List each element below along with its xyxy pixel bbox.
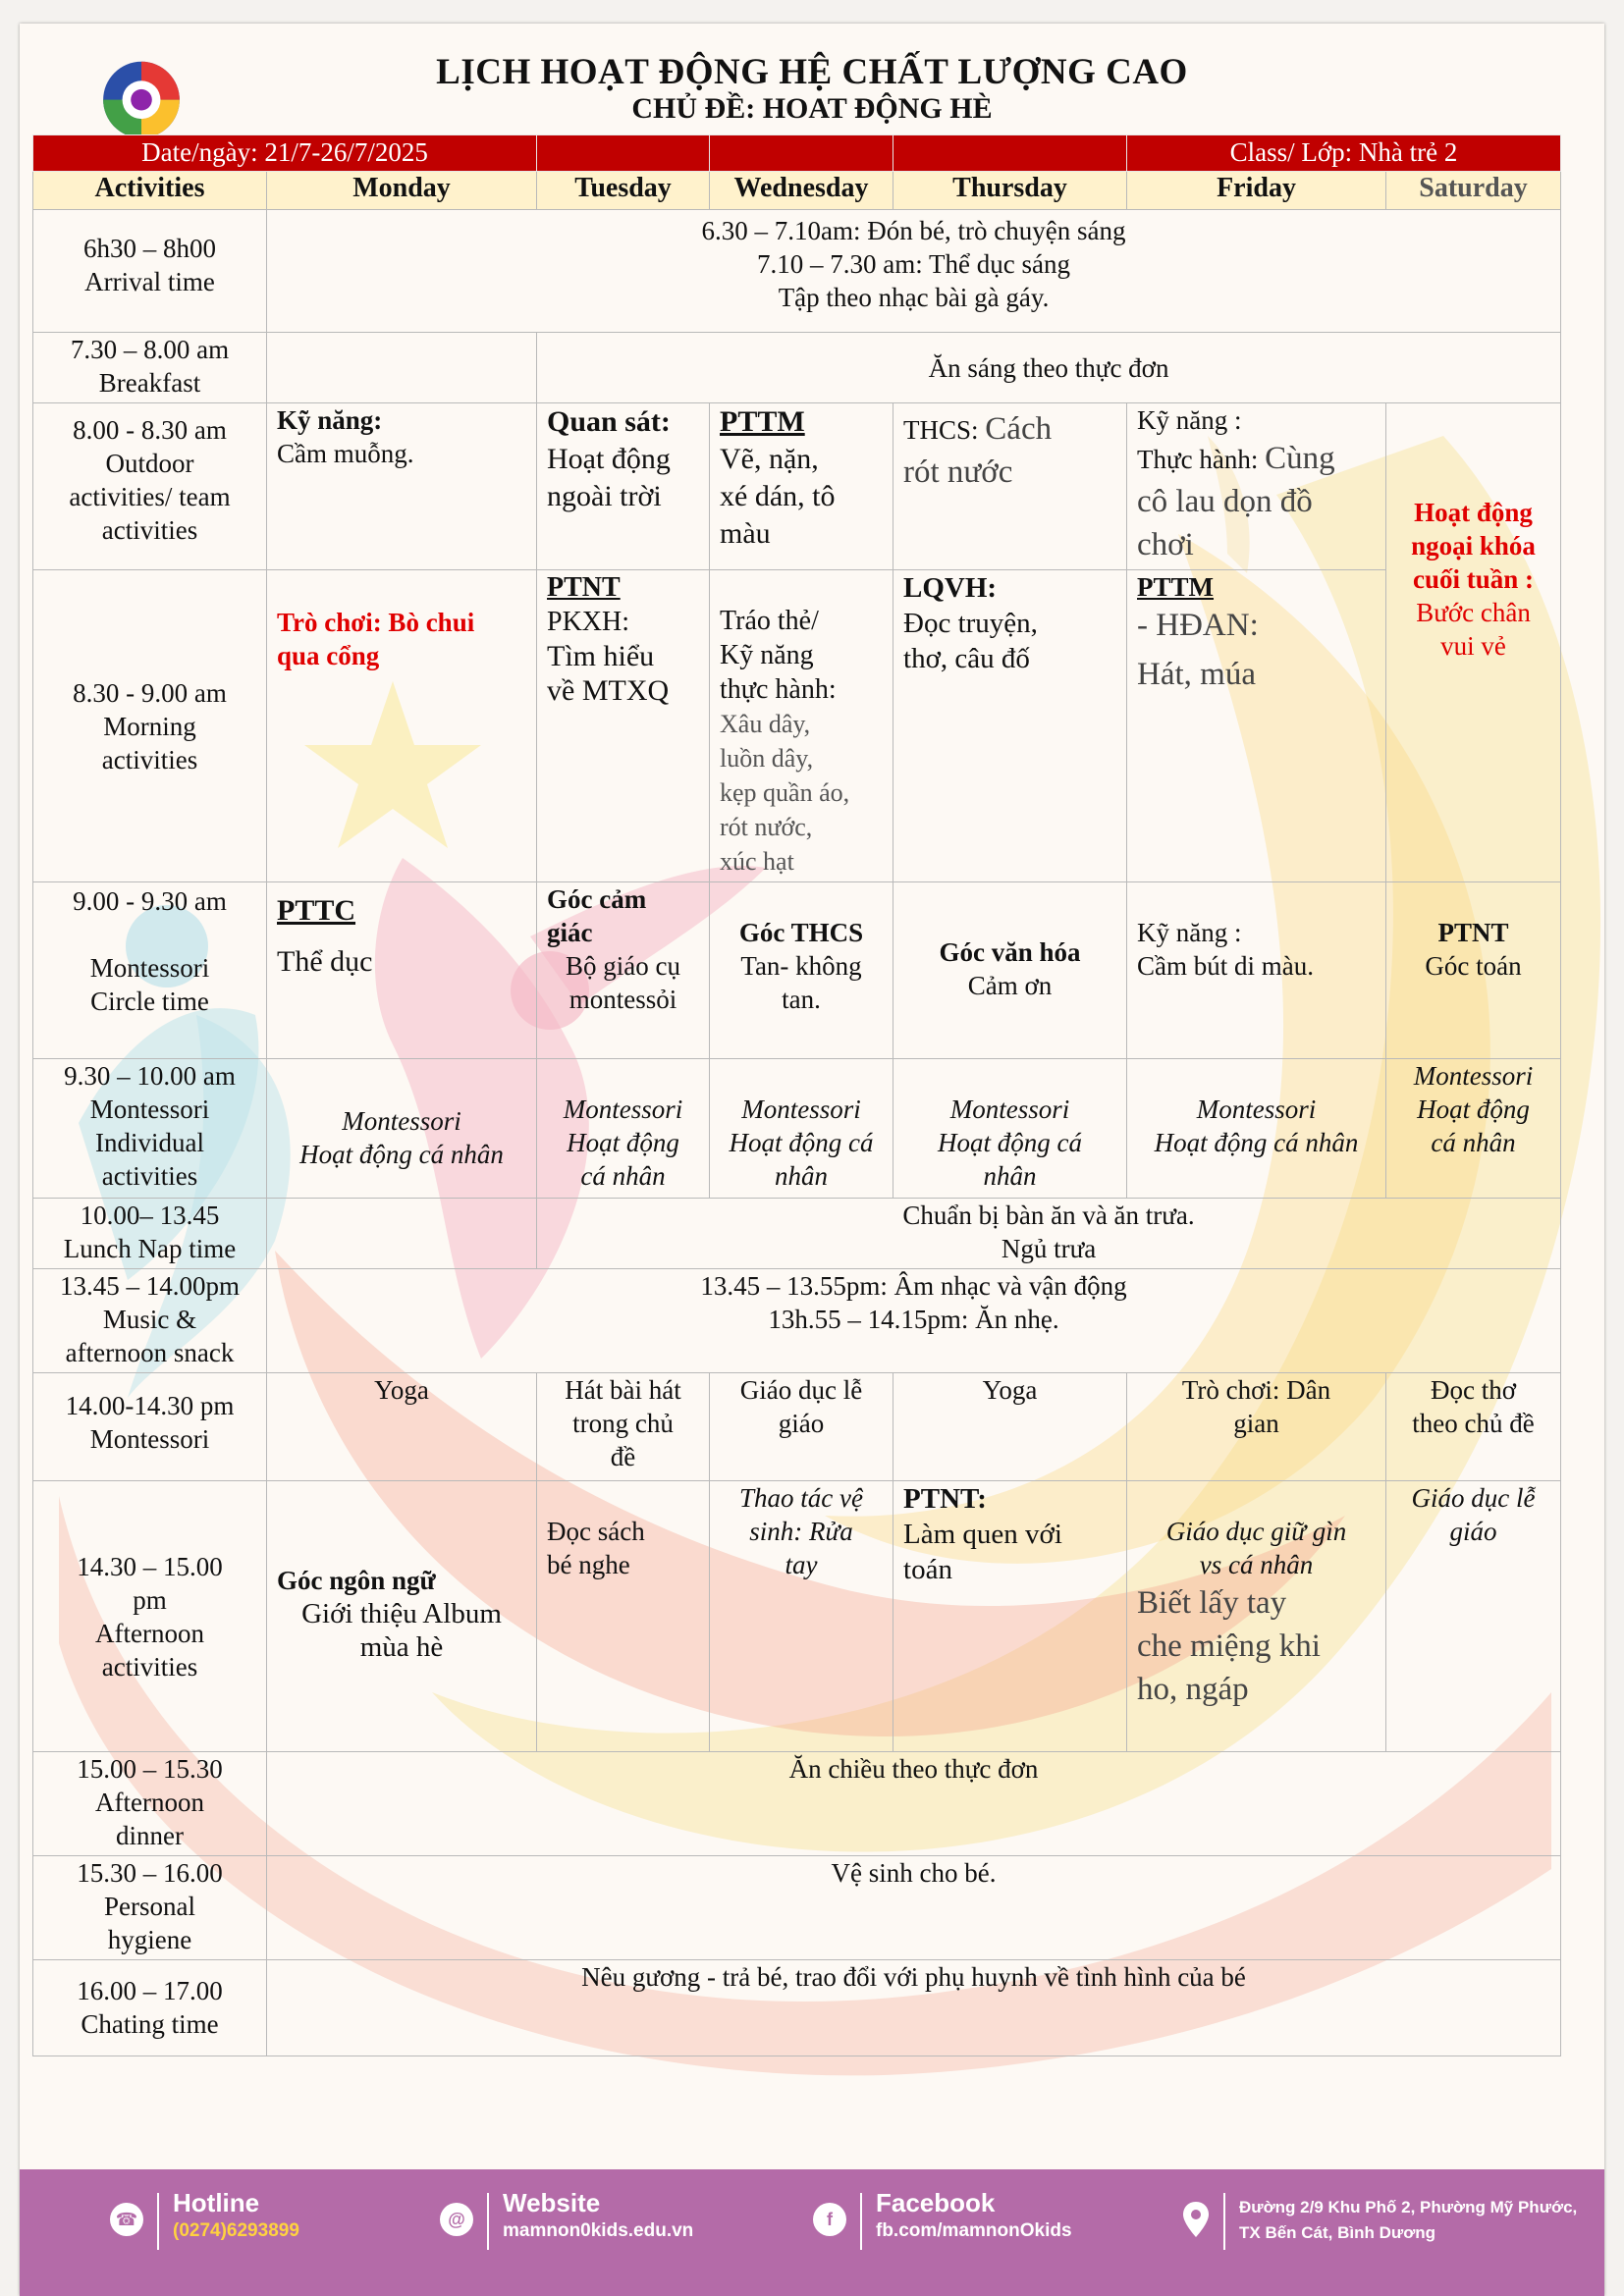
cell-sat: PTNT Góc toán	[1385, 881, 1562, 1059]
cell-tue: Montessori Hoạt động cá nhân	[536, 1058, 711, 1199]
cell-thu: Yoga	[893, 1372, 1128, 1481]
table-row: 9.30 – 10.00 am Montessori Individual ac…	[32, 1058, 1562, 1199]
cell-thu: PTNT: Làm quen với toán	[893, 1480, 1128, 1752]
footer-facebook: f Facebook fb.com/mamnonOkids	[813, 2187, 1072, 2250]
table-row: 8.00 - 8.30 am Outdoor activities/ team …	[32, 402, 1562, 882]
time-cell: 9.30 – 10.00 am Montessori Individual ac…	[32, 1058, 267, 1199]
time-cell: 6h30 – 8h00 Arrival time	[32, 209, 267, 333]
time-cell: 14.30 – 15.00 pm Afternoon activities	[32, 1480, 267, 1752]
cell-wed: Giáo dục lễ giáo	[709, 1372, 894, 1481]
cell-wed: Montessori Hoạt động cá nhân	[709, 1058, 894, 1199]
col-monday: Monday	[265, 171, 538, 210]
time-cell: 15.00 – 15.30 Afternoon dinner	[32, 1751, 267, 1856]
cell-mon: Kỹ năng: Cầm muỗng.	[265, 402, 538, 570]
time-cell: 7.30 – 8.00 am Breakfast	[32, 332, 267, 403]
cell-mon: Góc ngôn ngữ Giới thiệu Album mùa hè	[265, 1480, 538, 1752]
time-cell: 8.30 - 9.00 am Morning activities	[32, 569, 267, 882]
time-cell: 14.00-14.30 pm Montessori	[32, 1372, 267, 1481]
website-link[interactable]: mamnon0kids.edu.vn	[503, 2220, 694, 2241]
merged-cell: Chuẩn bị bàn ăn và ăn trưa. Ngủ trưa	[536, 1198, 1562, 1269]
col-activities: Activities	[32, 171, 267, 210]
time-cell: 8.00 - 8.30 am Outdoor activities/ team …	[32, 402, 267, 570]
table-row: 10.00– 13.45 Lunch Nap time Chuẩn bị bàn…	[32, 1198, 1562, 1269]
schedule-table: Date/ngày: 21/7-26/7/2025 Class/ Lớp: Nh…	[31, 134, 1562, 2056]
cell-tue: Quan sát: Hoạt động ngoài trời	[536, 402, 711, 570]
col-saturday: Saturday	[1385, 171, 1562, 210]
cell-wed: PTTM Vẽ, nặn, xé dán, tô màu	[709, 402, 894, 570]
cell-sat-weekend: Hoạt động ngoại khóa cuối tuần : Bước ch…	[1385, 402, 1562, 882]
time-cell: 16.00 – 17.00 Chating time	[32, 1959, 267, 2056]
table-row: 14.00-14.30 pm Montessori Yoga Hát bài h…	[32, 1372, 1562, 1481]
cell-thu: THCS: Cách rót nước	[893, 402, 1128, 570]
merged-cell: Nêu gương - trả bé, trao đổi với phụ huy…	[265, 1959, 1562, 2056]
merged-cell: Vệ sinh cho bé.	[265, 1855, 1562, 1960]
col-thursday: Thursday	[893, 171, 1128, 210]
cell-thu: Montessori Hoạt động cá nhân	[893, 1058, 1128, 1199]
page-title: LỊCH HOẠT ĐỘNG HỆ CHẤT LƯỢNG CAO	[436, 52, 1188, 92]
day-header-row: Activities Monday Tuesday Wednesday Thur…	[32, 171, 1562, 210]
cell-wed: Tráo thẻ/ Kỹ năng thực hành: Xâu dây, lu…	[709, 569, 894, 882]
cell-tue: Đọc sách bé nghe	[536, 1480, 711, 1752]
facebook-link[interactable]: fb.com/mamnonOkids	[876, 2220, 1072, 2241]
cell-fri: Giáo dục giữ gìn vs cá nhân Biết lấy tay…	[1126, 1480, 1387, 1752]
table-row: 8.30 - 9.00 am Morning activities Trò ch…	[32, 569, 1561, 882]
table-row: 14.30 – 15.00 pm Afternoon activities Gó…	[32, 1480, 1562, 1752]
table-row: 16.00 – 17.00 Chating time Nêu gương - t…	[32, 1959, 1562, 2056]
cell-fri: PTTM - HĐAN: Hát, múa	[1126, 569, 1387, 882]
cell-sat: Giáo dục lễ giáo	[1385, 1480, 1562, 1752]
cell-mon: Montessori Hoạt động cá nhân	[265, 1058, 538, 1199]
logo-icon	[103, 61, 180, 155]
cell-wed: Thao tác vệ sinh: Rửa tay	[709, 1480, 894, 1752]
table-header-bar: Date/ngày: 21/7-26/7/2025 Class/ Lớp: Nh…	[31, 134, 1562, 172]
cell-mon: Trò chơi: Bò chui qua cổng	[265, 569, 538, 882]
cell-thu: Góc văn hóa Cảm ơn	[893, 881, 1128, 1059]
cell-thu: LQVH: Đọc truyện, thơ, câu đố	[893, 569, 1128, 882]
footer-address: Đường 2/9 Khu Phố 2, Phường Mỹ Phước, TX…	[1182, 2187, 1577, 2250]
cell-tue: Góc cảm giác Bộ giáo cụ montessỏi	[536, 881, 711, 1059]
footer-website: @ Website mamnon0kids.edu.vn	[440, 2187, 693, 2250]
merged-cell: 13.45 – 13.55pm: Âm nhạc và vận động 13h…	[265, 1268, 1562, 1373]
merged-cell: Ăn chiều theo thực đơn	[265, 1751, 1562, 1856]
page-subtitle: CHỦ ĐỀ: HOAT ĐỘNG HÈ	[631, 92, 993, 125]
table-row: 15.30 – 16.00 Personal hygiene Vệ sinh c…	[32, 1855, 1562, 1960]
time-cell: 9.00 - 9.30 am Montessori Circle time	[32, 881, 267, 1059]
time-cell: 15.30 – 16.00 Personal hygiene	[32, 1855, 267, 1960]
table-row: 6h30 – 8h00 Arrival time 6.30 – 7.10am: …	[32, 209, 1562, 333]
cell-mon: PTTC Thể dục	[265, 881, 538, 1059]
location-pin-icon	[1182, 2201, 1210, 2243]
table-row: 7.30 – 8.00 am Breakfast Ăn sáng theo th…	[32, 332, 1562, 403]
cell-fri: Trò chơi: Dân gian	[1126, 1372, 1387, 1481]
class-label: Class/ Lớp: Nhà trẻ 2	[1126, 134, 1562, 172]
cell-mon: Yoga	[265, 1372, 538, 1481]
table-row: 15.00 – 15.30 Afternoon dinner Ăn chiều …	[32, 1751, 1562, 1856]
merged-cell: Ăn sáng theo thực đơn	[536, 332, 1562, 403]
date-label: Date/ngày: 21/7-26/7/2025	[31, 134, 538, 172]
col-friday: Friday	[1126, 171, 1387, 210]
merged-cell: 6.30 – 7.10am: Đón bé, trò chuyện sáng 7…	[265, 209, 1562, 333]
cell-wed: Góc THCS Tan- không tan.	[709, 881, 894, 1059]
cell-sat: Montessori Hoạt động cá nhân	[1385, 1058, 1562, 1199]
hotline-number[interactable]: (0274)6293899	[173, 2220, 299, 2241]
footer-hotline: ☎ Hotline (0274)6293899	[110, 2187, 299, 2250]
table-row: 13.45 – 14.00pm Music & afternoon snack …	[32, 1268, 1562, 1373]
page: LỊCH HOẠT ĐỘNG HỆ CHẤT LƯỢNG CAO CHỦ ĐỀ:…	[20, 24, 1604, 2296]
col-tuesday: Tuesday	[536, 171, 711, 210]
cell-sat: Đọc thơ theo chủ đề	[1385, 1372, 1562, 1481]
cell-tue: PTNT PKXH: Tìm hiểu về MTXQ	[536, 569, 711, 882]
cell-fri: Montessori Hoạt động cá nhân	[1126, 1058, 1387, 1199]
footer: ☎ Hotline (0274)6293899 @ Website mamnon…	[20, 2169, 1604, 2296]
cell-fri: Kỹ năng : Thực hành: Cùng cô lau dọn đồ …	[1126, 402, 1387, 570]
cell-fri: Kỹ năng : Cầm bút di màu.	[1126, 881, 1387, 1059]
time-cell: 13.45 – 14.00pm Music & afternoon snack	[32, 1268, 267, 1373]
facebook-icon: f	[813, 2203, 846, 2236]
cell-tue: Hát bài hát trong chủ đề	[536, 1372, 711, 1481]
at-icon: @	[440, 2203, 473, 2236]
time-cell: 10.00– 13.45 Lunch Nap time	[32, 1198, 267, 1269]
phone-icon: ☎	[110, 2203, 143, 2236]
col-wednesday: Wednesday	[709, 171, 894, 210]
table-row: 9.00 - 9.30 am Montessori Circle time PT…	[32, 881, 1562, 1059]
